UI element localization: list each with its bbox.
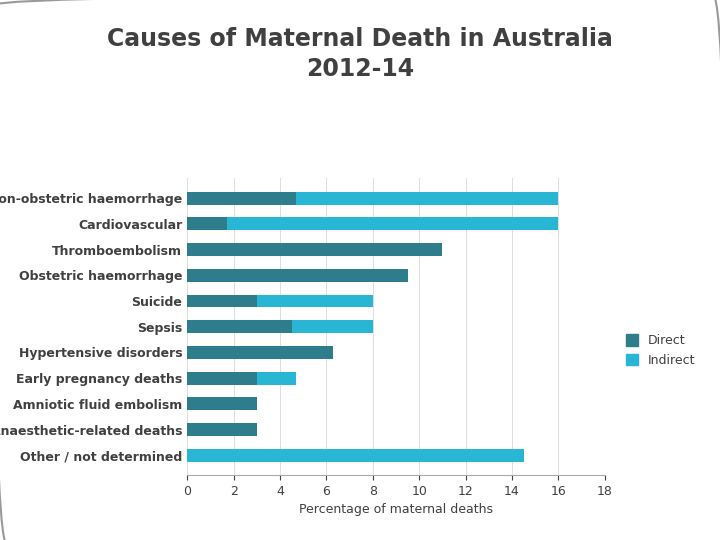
Bar <box>257 294 373 307</box>
Bar <box>187 218 227 230</box>
Bar <box>257 372 296 384</box>
Bar <box>187 192 296 205</box>
Bar <box>187 320 292 333</box>
X-axis label: Percentage of maternal deaths: Percentage of maternal deaths <box>299 503 493 516</box>
Bar <box>187 449 523 462</box>
Bar <box>187 372 257 384</box>
Bar <box>187 269 408 282</box>
Bar <box>227 218 559 230</box>
Text: Causes of Maternal Death in Australia
2012-14: Causes of Maternal Death in Australia 20… <box>107 27 613 81</box>
Bar <box>187 423 257 436</box>
Bar <box>187 397 257 410</box>
Bar <box>187 243 442 256</box>
Bar <box>187 294 257 307</box>
Bar <box>296 192 559 205</box>
Bar <box>187 346 333 359</box>
Bar <box>292 320 373 333</box>
Legend: Direct, Indirect: Direct, Indirect <box>619 328 702 373</box>
